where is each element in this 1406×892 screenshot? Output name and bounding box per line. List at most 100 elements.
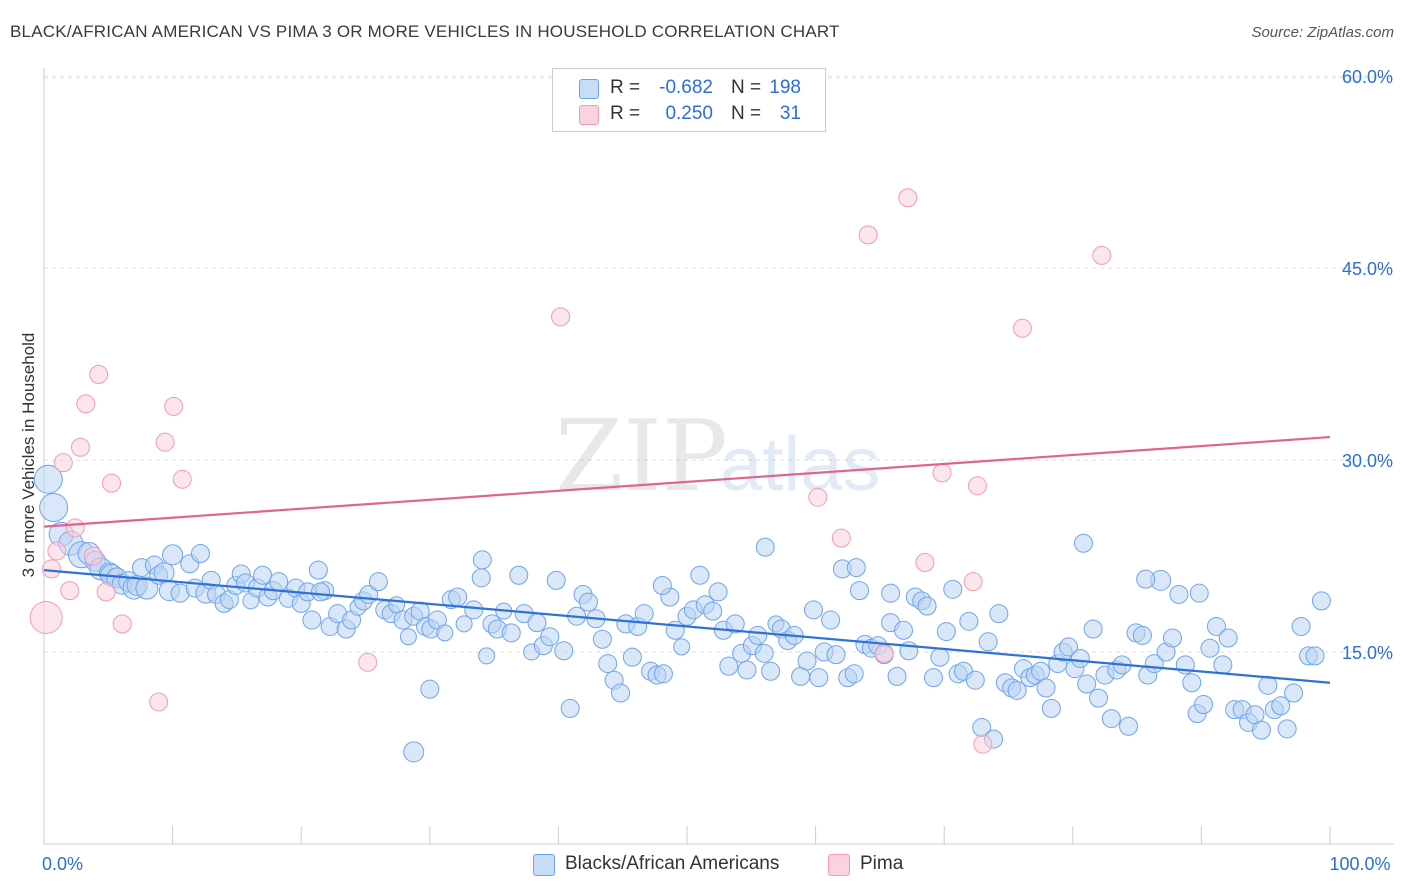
blacks-point <box>302 610 322 630</box>
blacks-point <box>368 572 388 592</box>
blacks-point <box>653 664 673 684</box>
legend-n-label: N = <box>731 77 762 98</box>
blacks-point <box>455 615 473 633</box>
blacks-point <box>448 587 468 607</box>
blacks-point <box>893 620 913 640</box>
blacks-point <box>634 604 654 624</box>
blacks-point <box>761 661 781 681</box>
axes <box>43 68 1394 845</box>
blacks-point <box>965 670 985 690</box>
blacks-point <box>39 492 69 522</box>
blacks-point <box>269 572 289 592</box>
blacks-point <box>501 623 521 643</box>
legend-r-label: R = <box>610 103 641 124</box>
blacks-point <box>1200 638 1220 658</box>
blacks-point <box>1041 698 1061 718</box>
blacks-point <box>1089 688 1109 708</box>
blacks-point <box>923 668 943 688</box>
blacks-point <box>611 683 631 703</box>
blacks-point <box>846 558 866 578</box>
pima-point <box>858 225 878 245</box>
pima-point <box>60 581 80 601</box>
series-blacks-points <box>33 464 1331 763</box>
pima-point <box>963 572 983 592</box>
blacks-point <box>554 641 574 661</box>
y-tick-label-2: 45.0% <box>1342 259 1393 279</box>
legend-label-blacks: Blacks/African Americans <box>565 853 780 874</box>
blacks-point <box>162 544 184 566</box>
legend-swatch-blacks <box>579 79 599 99</box>
blacks-point <box>1101 709 1121 729</box>
pima-point <box>358 652 378 672</box>
pima-point <box>1012 318 1032 338</box>
watermark-atlas: atlas <box>720 422 881 507</box>
blacks-point <box>1206 616 1226 636</box>
blacks-point <box>1218 628 1238 648</box>
blacks-point <box>930 647 950 667</box>
legend-swatch-pima <box>828 854 850 876</box>
legend-n-value: 198 <box>769 77 801 98</box>
blacks-point <box>797 651 817 671</box>
watermark-zip: ZIP <box>555 400 728 514</box>
blacks-point <box>748 625 768 645</box>
blacks-point <box>436 624 454 642</box>
legend-r-label: R = <box>610 77 641 98</box>
blacks-point <box>1271 696 1291 716</box>
pima-point <box>973 734 993 754</box>
blacks-point <box>1251 720 1271 740</box>
series-legend: Blacks/African Americans Pima <box>0 852 1406 878</box>
legend-n-value: 31 <box>779 103 801 124</box>
blacks-point <box>471 568 491 588</box>
blacks-point <box>943 579 963 599</box>
blacks-point <box>978 632 998 652</box>
blacks-point <box>887 666 907 686</box>
pima-point <box>831 528 851 548</box>
legend-r-value: -0.682 <box>659 77 713 98</box>
blacks-point <box>464 600 484 620</box>
pima-point <box>53 453 73 473</box>
blacks-point <box>703 601 723 621</box>
blacks-point <box>472 550 492 570</box>
blacks-point <box>725 614 745 634</box>
blacks-point <box>592 629 612 649</box>
trend-lines <box>43 435 1331 684</box>
pima-point <box>42 559 62 579</box>
legend-label-pima: Pima <box>860 853 904 874</box>
blacks-point <box>1007 680 1027 700</box>
blacks-point <box>1136 569 1156 589</box>
blacks-point <box>737 660 757 680</box>
legend-swatch-pima <box>579 105 599 125</box>
blacks-point <box>826 645 846 665</box>
pima-point <box>112 614 132 634</box>
blacks-point <box>1182 673 1202 693</box>
blacks-point <box>560 698 580 718</box>
x-tick-label-0: 0.0% <box>42 854 83 874</box>
legend-row-pima: R = 0.250 N = 31 <box>553 101 825 127</box>
blacks-point <box>1162 628 1182 648</box>
blacks-point <box>622 647 642 667</box>
blacks-point <box>1059 637 1079 657</box>
pima-point <box>76 394 96 414</box>
legend-row-blacks: R = -0.682 N = 198 <box>553 75 825 101</box>
watermark: ZIP atlas <box>555 400 881 514</box>
pima-point <box>915 552 935 572</box>
blacks-point <box>917 596 937 616</box>
blacks-point <box>598 654 618 674</box>
blacks-point <box>1311 591 1331 611</box>
blacks-trend-line <box>43 569 1331 684</box>
pima-point <box>83 546 103 566</box>
blacks-point <box>1258 675 1278 695</box>
blacks-point <box>1213 655 1233 675</box>
blacks-point <box>803 600 823 620</box>
blacks-point <box>719 656 739 676</box>
blacks-point <box>1132 625 1152 645</box>
blacks-point <box>33 464 63 494</box>
x-tick-label-1: 100.0% <box>1329 854 1390 874</box>
blacks-point <box>546 570 566 590</box>
pima-point <box>1092 245 1112 265</box>
blacks-point <box>690 565 710 585</box>
y-axis-label: 3 or more Vehicles in Household <box>19 333 38 578</box>
blacks-point <box>844 664 864 684</box>
pima-point <box>65 518 85 538</box>
